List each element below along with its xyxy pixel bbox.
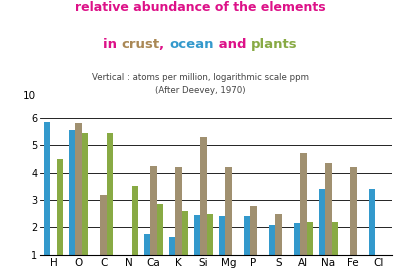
Bar [169, 237, 175, 255]
Bar [225, 167, 232, 255]
Bar [294, 223, 300, 255]
Bar [175, 167, 182, 255]
Bar [150, 166, 157, 255]
Bar [250, 206, 257, 255]
Bar [100, 195, 107, 255]
Bar [132, 186, 138, 255]
Text: ocean: ocean [169, 38, 214, 51]
Bar [207, 214, 213, 255]
Text: crust: crust [121, 38, 159, 51]
Bar [368, 189, 375, 255]
Bar [244, 216, 250, 255]
Text: and: and [214, 38, 251, 51]
Text: in: in [103, 38, 121, 51]
Bar [182, 211, 188, 255]
Bar [144, 234, 150, 255]
Bar [269, 225, 275, 255]
Bar [57, 159, 64, 255]
Bar [44, 122, 50, 255]
Text: relative abundance of the elements: relative abundance of the elements [75, 1, 325, 14]
Bar [325, 163, 332, 255]
Bar [319, 189, 325, 255]
Bar [76, 123, 82, 255]
Bar [275, 214, 282, 255]
Bar [194, 215, 200, 255]
Bar [157, 204, 163, 255]
Text: Vertical : atoms per million, logarithmic scale ppm: Vertical : atoms per million, logarithmi… [92, 73, 308, 82]
Bar [219, 216, 225, 255]
Bar [82, 133, 88, 255]
Text: plants: plants [251, 38, 297, 51]
Text: (After Deevey, 1970): (After Deevey, 1970) [155, 86, 245, 95]
Text: 10: 10 [23, 92, 36, 101]
Bar [200, 137, 207, 255]
Bar [307, 222, 313, 255]
Bar [107, 133, 113, 255]
Bar [69, 130, 76, 255]
Bar [300, 153, 307, 255]
Bar [332, 222, 338, 255]
Bar [350, 167, 356, 255]
Text: ,: , [159, 38, 169, 51]
